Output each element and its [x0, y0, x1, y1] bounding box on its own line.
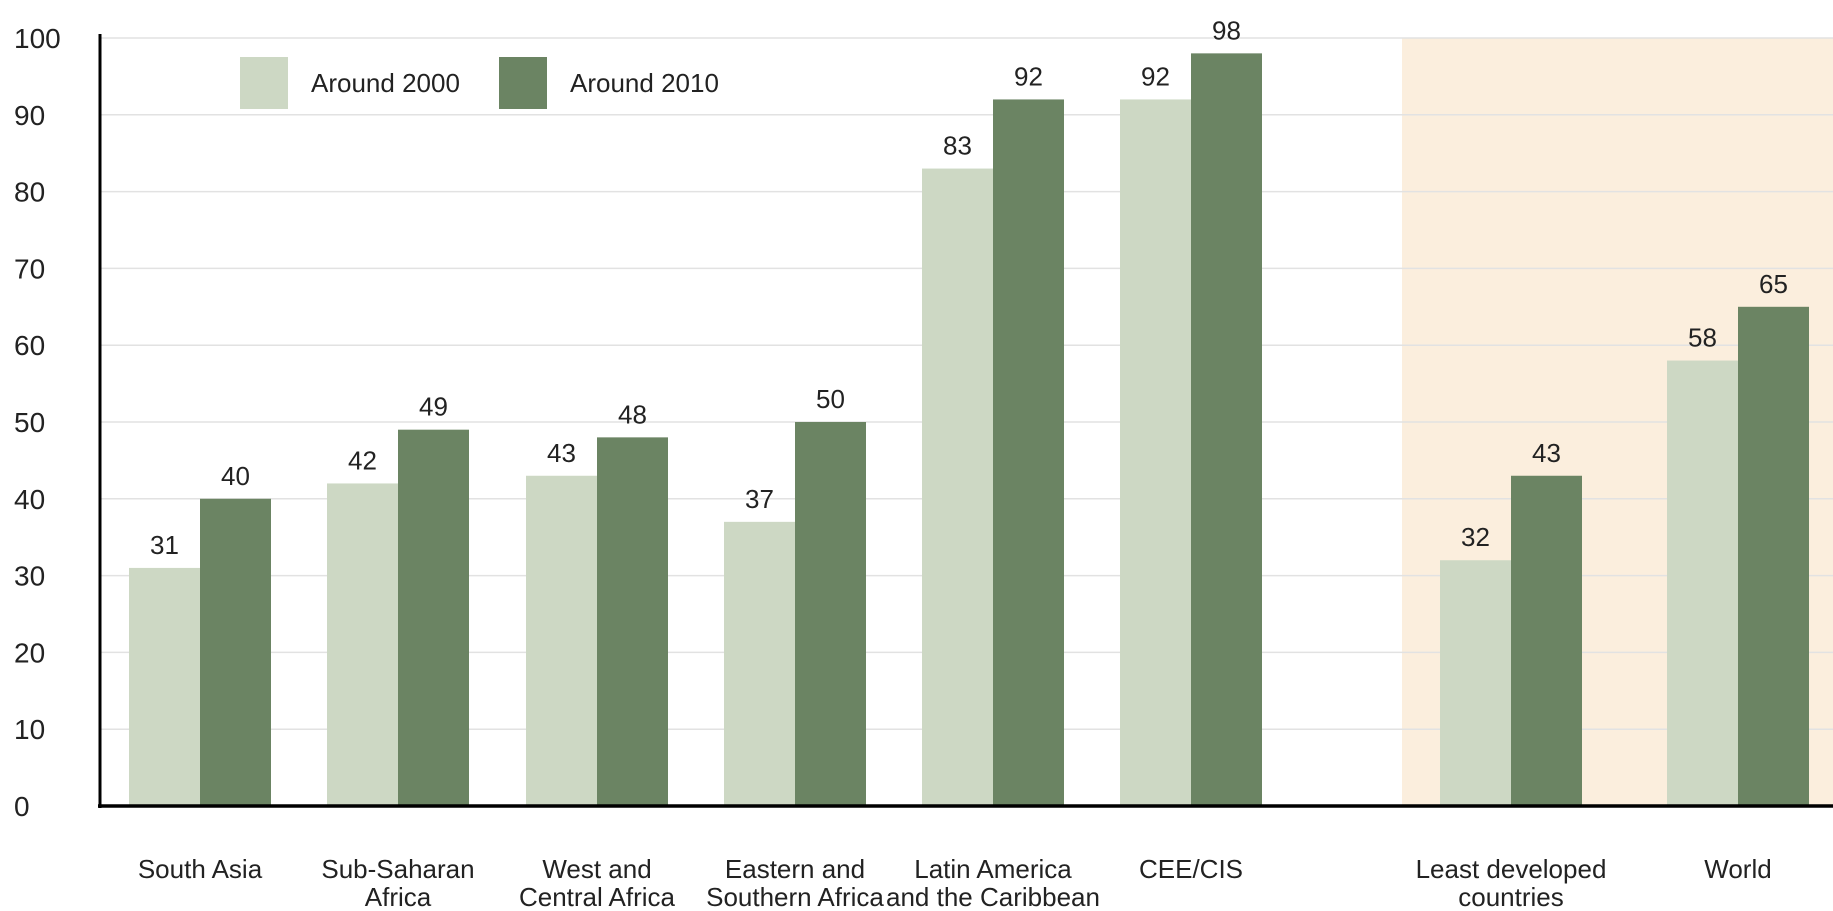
y-tick-label: 50: [14, 407, 45, 438]
data-label: 92: [1141, 61, 1170, 91]
x-tick-label: CEE/CIS: [1139, 854, 1243, 884]
data-label: 49: [419, 392, 448, 422]
data-label: 48: [618, 399, 647, 429]
bar-around-2010: [200, 498, 271, 806]
data-label: 58: [1688, 323, 1717, 353]
data-label: 92: [1014, 61, 1043, 91]
data-label: 42: [348, 445, 377, 475]
bar-around-2010: [1738, 306, 1809, 806]
legend-swatch: [499, 57, 547, 109]
x-tick-label: Eastern and Southern Africa: [706, 854, 884, 911]
y-tick-label: 60: [14, 330, 45, 361]
bar-around-2000: [327, 483, 398, 806]
y-tick-label: 90: [14, 100, 45, 131]
legend-label: Around 2010: [570, 68, 719, 98]
x-tick-label: Latin America and the Caribbean: [886, 854, 1100, 911]
bar-around-2000: [922, 168, 993, 806]
data-label: 98: [1212, 15, 1241, 45]
bar-around-2010: [993, 99, 1064, 806]
x-tick-label: Sub-Saharan Africa: [321, 854, 474, 911]
x-tick-label: Least developed countries: [1416, 854, 1607, 911]
bar-around-2000: [1440, 560, 1511, 806]
legend-label: Around 2000: [311, 68, 460, 98]
bar-around-2010: [1511, 475, 1582, 806]
y-tick-label: 40: [14, 484, 45, 515]
data-label: 43: [547, 438, 576, 468]
bar-around-2000: [129, 567, 200, 806]
data-label: 50: [816, 384, 845, 414]
data-label: 31: [150, 530, 179, 560]
y-tick-label: 80: [14, 177, 45, 208]
bar-around-2000: [526, 475, 597, 806]
x-tick-label: World: [1704, 854, 1771, 884]
y-tick-label: 0: [14, 791, 30, 822]
y-tick-label: 20: [14, 637, 45, 668]
data-label: 83: [943, 131, 972, 161]
data-label: 40: [221, 461, 250, 491]
data-label: 65: [1759, 269, 1788, 299]
y-tick-label: 100: [14, 23, 61, 54]
data-label: 43: [1532, 438, 1561, 468]
bar-around-2000: [1120, 99, 1191, 806]
y-tick-label: 30: [14, 561, 45, 592]
y-tick-label: 70: [14, 253, 45, 284]
y-tick-label: 10: [14, 714, 45, 745]
x-tick-label: South Asia: [138, 854, 263, 884]
bar-around-2010: [597, 437, 668, 806]
bar-around-2010: [1191, 53, 1262, 807]
data-label: 32: [1461, 522, 1490, 552]
legend-swatch: [240, 57, 288, 109]
data-label: 37: [745, 484, 774, 514]
bar-around-2010: [795, 422, 866, 806]
bar-around-2000: [1667, 360, 1738, 806]
x-tick-label: West and Central Africa: [519, 854, 676, 911]
bar-around-2010: [398, 429, 469, 806]
bar-around-2000: [724, 521, 795, 806]
